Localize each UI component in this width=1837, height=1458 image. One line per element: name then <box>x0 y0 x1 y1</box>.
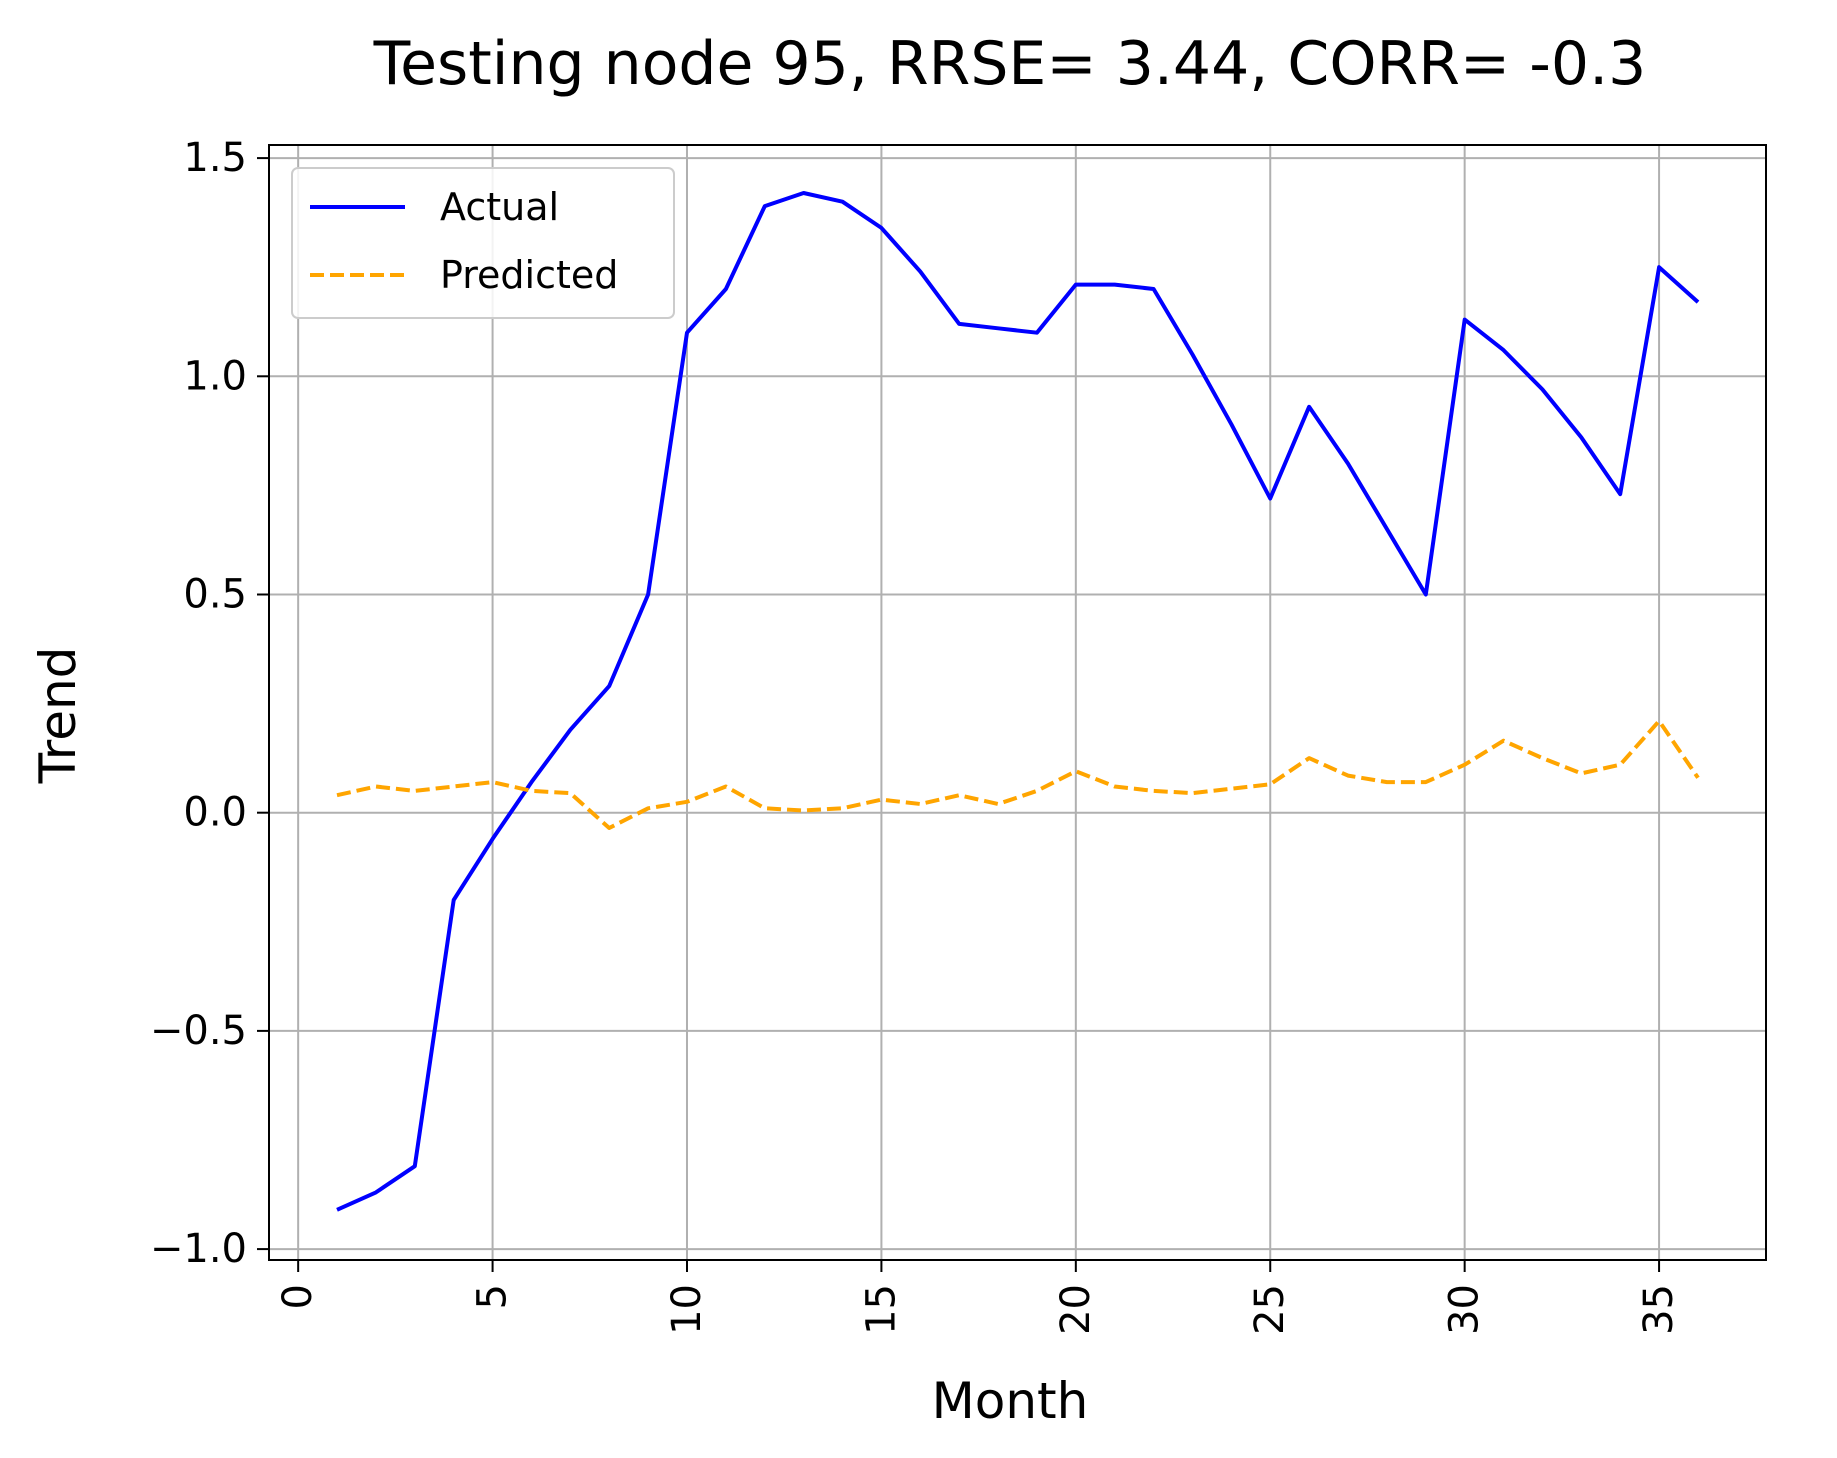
y-axis-label: Trend <box>29 647 87 785</box>
plot-frame <box>268 144 1767 1261</box>
x-tick-label: 10 <box>664 1284 710 1335</box>
x-tick-label: 5 <box>470 1284 516 1309</box>
chart-title: Testing node 95, RRSE= 3.44, CORR= -0.3 <box>373 29 1647 99</box>
y-tick-label: −0.5 <box>150 1008 247 1054</box>
x-tick-label: 35 <box>1636 1284 1682 1335</box>
series-layer <box>336 191 1700 1212</box>
x-tick-label: 30 <box>1442 1284 1488 1335</box>
series-line-predicted <box>336 719 1700 830</box>
y-tick-label: 1.5 <box>183 135 247 181</box>
x-tick-label: 20 <box>1053 1284 1099 1335</box>
x-tick-label: 0 <box>275 1284 321 1309</box>
series-line-actual <box>336 191 1700 1212</box>
legend: Actual Predicted <box>291 167 675 319</box>
grid <box>269 145 1766 1260</box>
x-tick-label: 15 <box>858 1284 904 1335</box>
x-axis-ticks: 0 5 10 15 20 25 30 35 <box>275 1260 1682 1335</box>
legend-label-predicted: Predicted <box>440 253 618 297</box>
y-axis-ticks: −1.0 −0.5 0.0 0.5 1.0 1.5 <box>150 135 269 1272</box>
x-tick-label: 25 <box>1247 1284 1293 1335</box>
y-tick-label: 0.0 <box>183 790 247 836</box>
legend-label-actual: Actual <box>440 185 559 229</box>
y-tick-label: 1.0 <box>183 353 247 399</box>
y-tick-label: 0.5 <box>183 571 247 617</box>
y-tick-label: −1.0 <box>150 1226 247 1272</box>
x-axis-label: Month <box>932 1372 1089 1430</box>
